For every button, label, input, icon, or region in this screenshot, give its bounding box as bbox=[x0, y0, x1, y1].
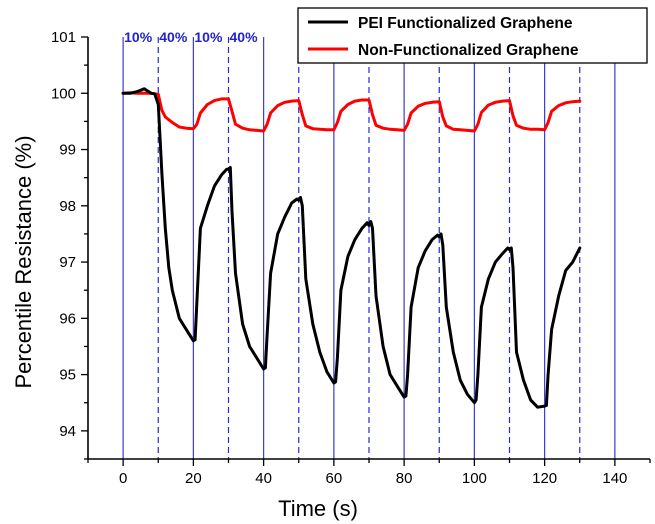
x-tick-label: 80 bbox=[396, 470, 413, 487]
x-tick-label: 100 bbox=[462, 470, 487, 487]
concentration-label: 40% bbox=[230, 29, 259, 45]
legend-frame bbox=[297, 7, 648, 64]
data-series bbox=[121, 87, 582, 409]
x-axis-title: Time (s) bbox=[278, 496, 358, 521]
x-tick-label: 20 bbox=[185, 470, 202, 487]
y-tick-label: 100 bbox=[51, 85, 76, 102]
y-axis-title: Percentile Resistance (%) bbox=[11, 135, 36, 388]
concentration-label: 10% bbox=[194, 29, 223, 45]
x-tick-label: 60 bbox=[326, 470, 343, 487]
x-tick-label: 40 bbox=[255, 470, 272, 487]
concentration-label: 10% bbox=[124, 29, 153, 45]
y-tick-label: 95 bbox=[59, 367, 76, 384]
y-tick-label: 94 bbox=[59, 423, 76, 440]
legend-label-non-functionalized: Non-Functionalized Graphene bbox=[358, 42, 579, 59]
series-line-pei bbox=[121, 87, 582, 409]
y-tick-label: 99 bbox=[59, 142, 76, 159]
x-tick-label: 140 bbox=[602, 470, 627, 487]
y-tick-label: 98 bbox=[59, 198, 76, 215]
y-tick-label: 101 bbox=[51, 29, 76, 46]
legend: PEI Functionalized Graphene Non-Function… bbox=[297, 7, 648, 64]
tick-marks bbox=[81, 36, 651, 466]
series-line-non-functionalized bbox=[121, 91, 582, 133]
x-tick-label: 0 bbox=[119, 470, 127, 487]
legend-label-pei: PEI Functionalized Graphene bbox=[358, 15, 573, 32]
concentration-annotations: 10% 40% 10% 40% bbox=[124, 29, 258, 45]
tick-labels: 0 20 40 60 80 100 120 140 94 95 96 97 98 99 100 101 bbox=[51, 29, 627, 487]
x-tick-label: 120 bbox=[532, 470, 557, 487]
y-tick-label: 97 bbox=[59, 254, 76, 271]
y-tick-label: 96 bbox=[59, 310, 76, 327]
concentration-label: 40% bbox=[159, 29, 188, 45]
